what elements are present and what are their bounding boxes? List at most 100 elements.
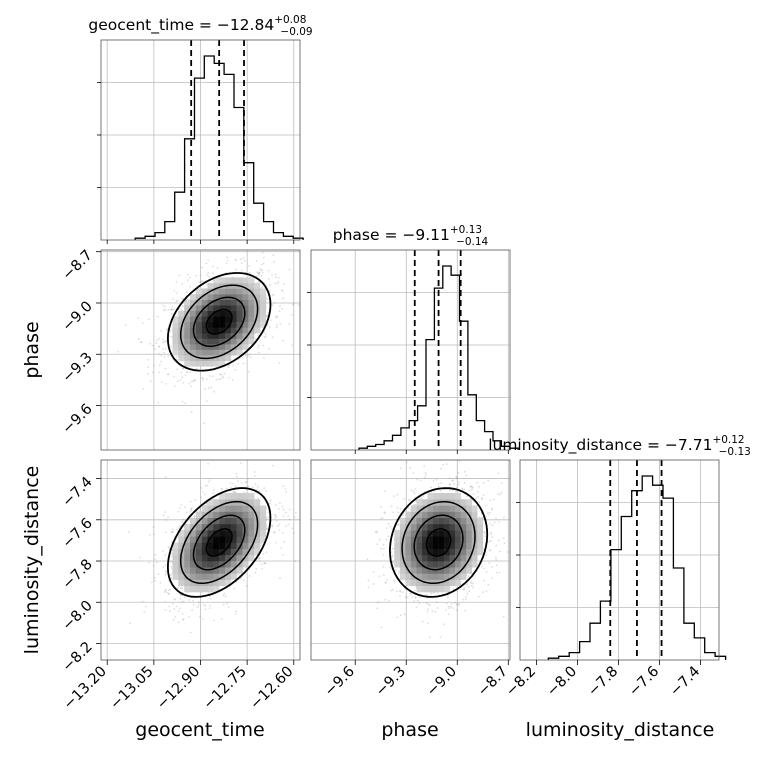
density-cell [230,554,237,562]
density-cell [230,305,237,311]
density-cell [178,310,185,317]
density-cell [248,310,255,317]
density-cell [449,517,456,525]
density-cell [219,327,226,334]
density-cell [219,523,226,531]
density-cell [254,327,261,334]
density-cell [236,294,243,300]
density-cell [172,561,179,568]
density-cell [438,554,445,562]
density-cell [195,585,202,593]
density-cell [455,554,461,562]
density-cell [438,536,445,543]
density-cell [254,321,261,328]
density-cell [219,294,226,300]
density-cell [190,536,197,543]
density-cell [260,530,267,537]
density-cell [410,505,417,512]
density-cell [248,299,255,306]
contour-2sigma [192,296,246,347]
density-cell [260,505,267,512]
density-cell [225,299,232,306]
title-name: phase = −9.11 [333,226,450,244]
density-cell [438,585,445,593]
ylabel-phase: phase [21,321,43,378]
density-cell [190,305,197,311]
density-cell [213,579,220,587]
density-cell [207,305,214,311]
density-cell [213,561,220,568]
panel-phase-vs-luminosity_distance [310,459,511,661]
density-cell [236,321,243,328]
xtick-label: −8.0 [544,663,580,699]
density-cell [460,548,467,556]
density-cell [433,523,439,531]
density-cell [236,511,243,518]
density-cell [438,517,445,525]
density-cell [410,523,417,531]
density-cell [410,536,417,543]
density-cell [213,349,220,356]
xtick-label: −7.4 [667,663,703,699]
density-cell [405,511,412,518]
density-cell [230,548,237,556]
ytick-label: −7.8 [60,557,96,593]
density-cell [201,517,208,525]
density-cell [444,548,450,556]
title-name: geocent_time = −12.84 [88,16,274,35]
density-cell [219,493,226,500]
density-cell [178,321,185,328]
hist-panel-phase: phase = −9.11+0.13 −0.14 [307,224,519,451]
density-cell [230,316,237,323]
density-cell [219,542,226,549]
density-cell [248,316,255,323]
density-cell [172,567,179,574]
density-cell [201,288,208,295]
density-cell [213,294,220,300]
density-cell [427,542,434,549]
density-cell [248,282,255,289]
density-cell [242,548,249,556]
density-cell [405,542,412,549]
density-cell [184,523,191,531]
density-cell [399,530,406,537]
density-cell [213,542,220,549]
density-cell [444,542,450,549]
density-cell [207,327,214,334]
density-cell [455,523,461,531]
density-cell [248,517,255,525]
density-cell [230,349,237,356]
density-cell [195,294,202,300]
density-cell [455,548,461,556]
density-cell [184,344,191,350]
density-cell [438,530,445,537]
density-cell [438,505,445,512]
density-cell [178,542,185,549]
density-cell [236,305,243,311]
density-cell [427,585,434,593]
density-cell [449,561,456,568]
density-cell [405,579,412,587]
density-cell [225,288,232,295]
density-cell [207,567,214,574]
density-cell [207,499,214,506]
density-image [172,277,267,367]
contour-1sigma [205,308,233,335]
density-cell [455,511,461,518]
density-cell [219,288,226,295]
density-cell [444,505,450,512]
density-cell [254,542,261,549]
density-cell [455,505,461,512]
density-cell [422,542,428,549]
density-cell [477,542,484,549]
density-cell [449,548,456,556]
density-cell [394,530,401,537]
density-cell [242,277,249,284]
density-cell [207,360,214,367]
density-cell [195,332,202,339]
density-cell [422,567,428,574]
density-cell [225,316,232,323]
density-cell [172,573,179,580]
ytick-label: −9.0 [60,299,96,335]
density-cell [444,579,450,587]
